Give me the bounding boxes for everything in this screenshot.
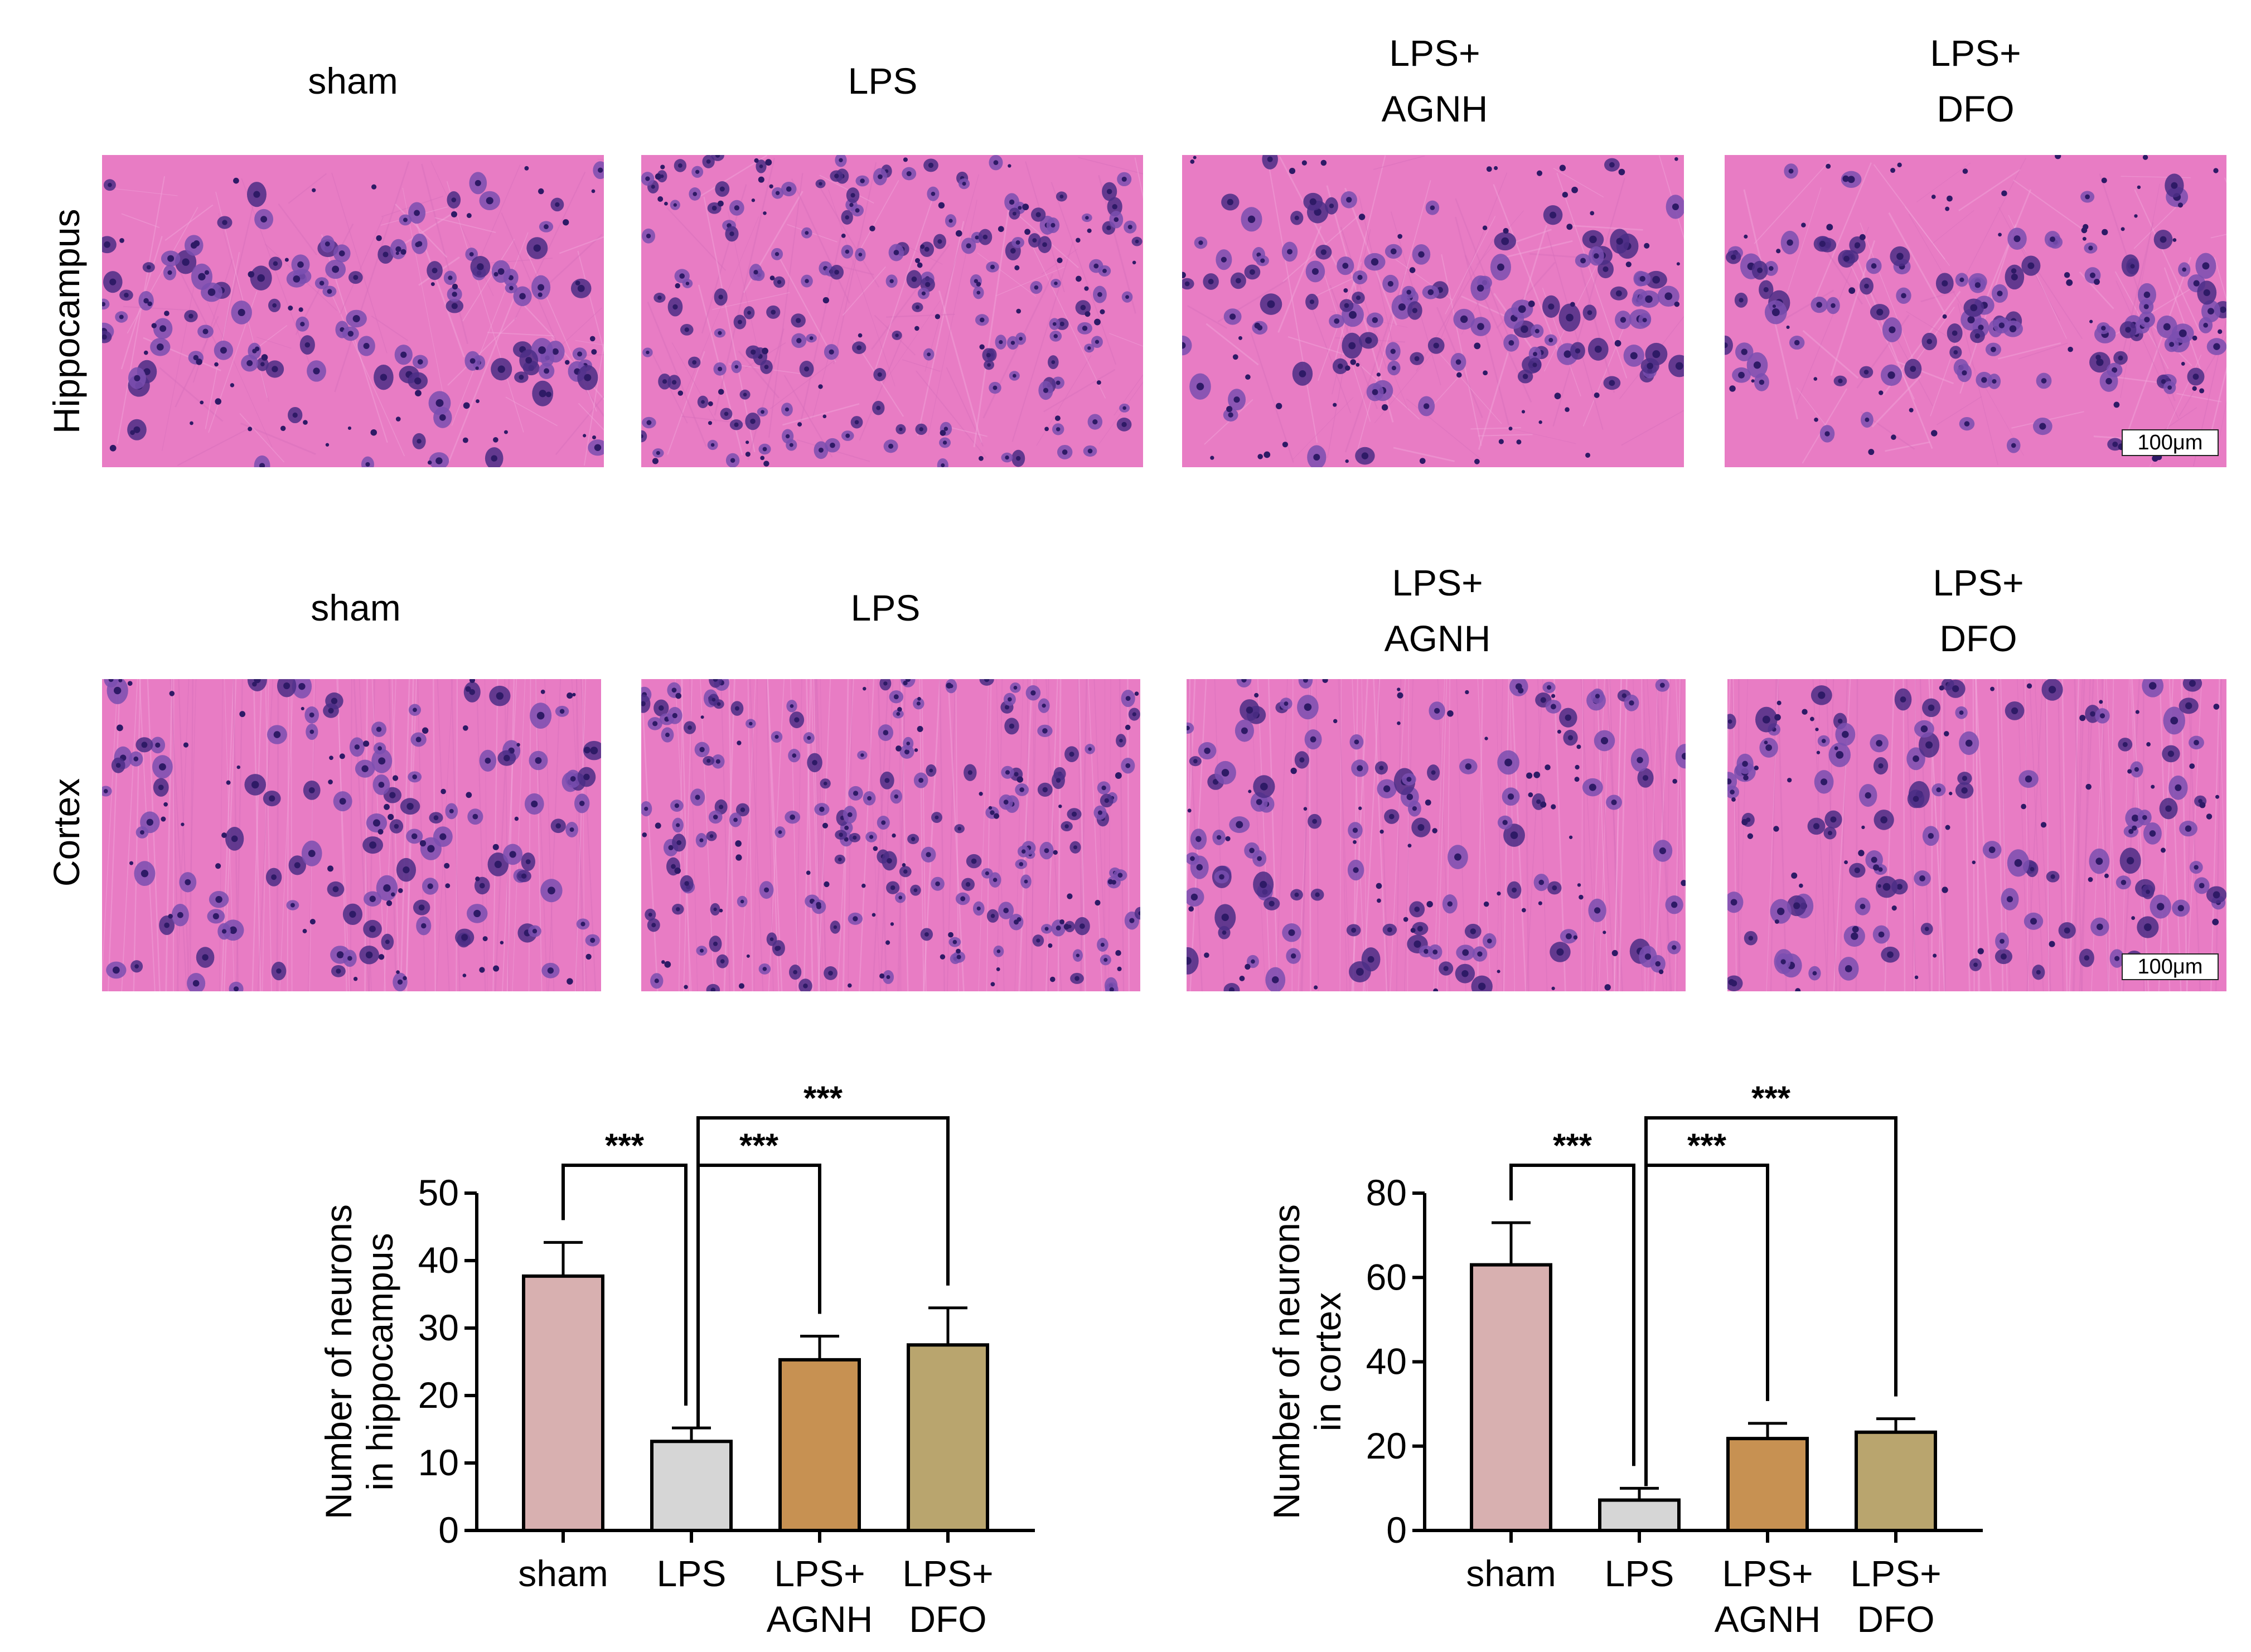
hippocampus-y-tick-label: 20 [418, 1374, 459, 1416]
cortex-x-tick-label-0: sham [1466, 1553, 1556, 1594]
hippocampus-significance-bracket-2 [696, 1116, 950, 1428]
cortex-significance-label-2: *** [1751, 1079, 1791, 1117]
cortex-significance-label-0: *** [1553, 1127, 1592, 1164]
micrograph-hippocampus-sham [102, 155, 604, 467]
cortex-x-tick-label-2: LPS+ AGNH [1715, 1553, 1821, 1640]
chart-hippocampus: Number of neuronsin hippocampus 0 10 20 30 40… [318, 1079, 1035, 1640]
cortex-bar-3 [1855, 1430, 1937, 1533]
hippocampus-y-tick-label: 40 [418, 1239, 459, 1281]
row-label-hippocampus: Hippocampus [46, 209, 87, 434]
micrograph-hippocampus-lps-agnh [1182, 155, 1684, 467]
cortex-bar-0 [1470, 1263, 1552, 1532]
cortex-significance-label-1: *** [1687, 1127, 1727, 1164]
cortex-y-tick-label: 80 [1366, 1172, 1407, 1213]
hippocampus-y-tick-label: 30 [418, 1307, 459, 1348]
cortex-y-tick-label: 0 [1386, 1509, 1407, 1551]
hippocampus-col-label-lps-dfo: LPS+ DFO [1930, 32, 2021, 129]
micrograph-cortex-sham [102, 679, 601, 991]
scale-bar-hippocampus: 100μm [2122, 429, 2219, 456]
hippocampus-y-tick-label: 10 [418, 1442, 459, 1483]
cortex-y-tick-label: 40 [1366, 1341, 1407, 1382]
cortex-col-label-lps: LPS [850, 587, 921, 628]
cortex-x-tick-label-3: LPS+ DFO [1850, 1553, 1941, 1640]
hippocampus-x-tick-label-3: LPS+ DFO [902, 1553, 993, 1640]
cortex-x-tick-label-1: LPS [1605, 1553, 1674, 1594]
micrograph-hippocampus-lps-dfo [1725, 155, 2226, 467]
micrograph-cortex-lps-agnh [1187, 679, 1686, 991]
cortex-significance-bracket-0 [1509, 1164, 1635, 1466]
cortex-y-tick-label: 60 [1366, 1256, 1407, 1297]
hippocampus-significance-label-0: *** [605, 1127, 645, 1164]
hippocampus-significance-label-1: *** [739, 1127, 779, 1164]
hippocampus-significance-label-2: *** [803, 1079, 843, 1117]
cortex-col-label-sham: sham [311, 587, 401, 628]
cortex-y-axis-label: Number of neuronsin cortex [1266, 1204, 1348, 1519]
hippocampus-y-tick-label: 50 [418, 1172, 459, 1213]
cortex-y-tick-label: 20 [1366, 1425, 1407, 1466]
hippocampus-col-label-lps-agnh: LPS+ AGNH [1381, 32, 1488, 129]
row-label-cortex: Cortex [46, 778, 87, 887]
chart-cortex: Number of neuronsin cortex 0 20 40 60 80 sham L… [1266, 1079, 1983, 1640]
hippocampus-significance-bracket-0 [561, 1164, 688, 1406]
hippocampus-col-label-sham: sham [308, 60, 398, 101]
hippocampus-x-tick-label-1: LPS [657, 1553, 727, 1594]
hippocampus-x-tick-label-0: sham [518, 1553, 608, 1594]
hippocampus-bar-1 [650, 1440, 733, 1533]
hippocampus-x-tick-label-2: LPS+ AGNH [767, 1553, 873, 1640]
hippocampus-bar-2 [778, 1358, 861, 1532]
hippocampus-y-axis-label: Number of neuronsin hippocampus [318, 1204, 400, 1519]
scale-bar-cortex: 100μm [2122, 953, 2219, 980]
micrograph-cortex-lps-dfo [1727, 679, 2226, 991]
hippocampus-bar-0 [522, 1274, 604, 1532]
cortex-significance-bracket-2 [1644, 1116, 1897, 1486]
micrograph-cortex-lps [641, 679, 1140, 991]
hippocampus-col-label-lps: LPS [848, 60, 918, 101]
hippocampus-bar-3 [907, 1343, 989, 1532]
hippocampus-y-tick-label: 0 [438, 1509, 459, 1551]
cortex-col-label-lps-agnh: LPS+ AGNH [1384, 562, 1491, 659]
cortex-col-label-lps-dfo: LPS+ DFO [1933, 562, 2024, 659]
micrograph-hippocampus-lps [641, 155, 1143, 467]
cortex-bar-2 [1726, 1437, 1809, 1533]
cortex-bar-1 [1598, 1498, 1681, 1532]
